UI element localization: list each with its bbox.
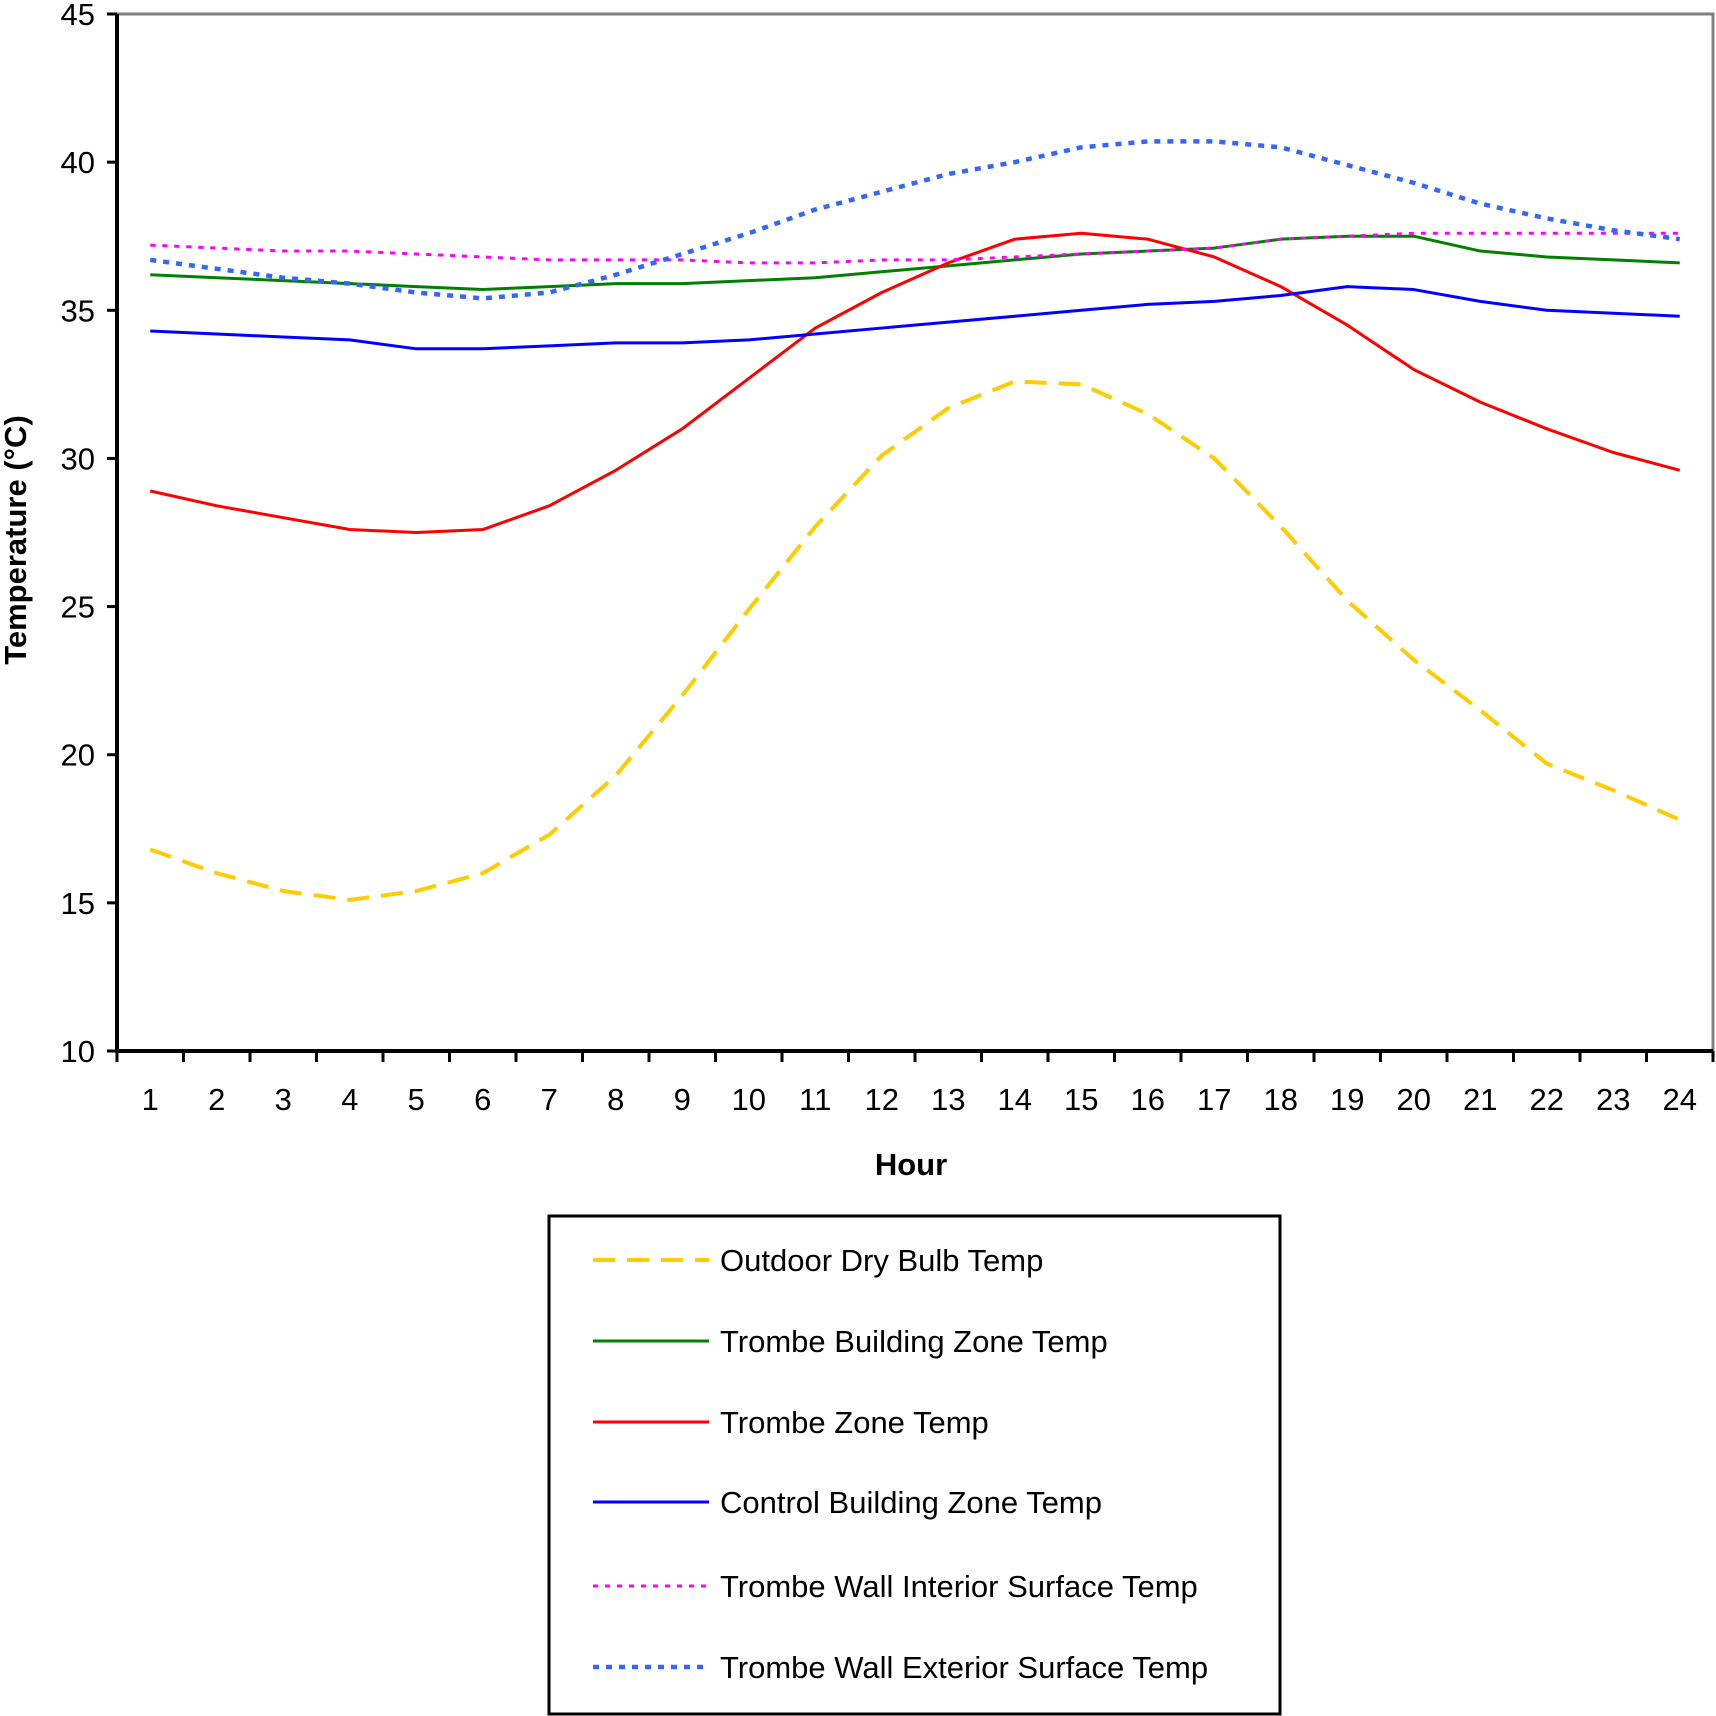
- series-layer: [149, 139, 1681, 902]
- x-tick-label: 3: [275, 1082, 292, 1117]
- legend-label: Control Building Zone Temp: [720, 1485, 1102, 1520]
- y-tick-label: 35: [61, 293, 95, 328]
- x-tick-label: 15: [1064, 1082, 1098, 1117]
- x-tick-label: 20: [1397, 1082, 1431, 1117]
- y-axis-label: Temperature (°C): [0, 415, 33, 665]
- y-tick-label: 10: [61, 1034, 95, 1069]
- series-line-1: [149, 379, 1681, 902]
- x-tick-label: 23: [1596, 1082, 1630, 1117]
- x-tick-label: 19: [1330, 1082, 1364, 1117]
- x-tick-label: 16: [1131, 1082, 1165, 1117]
- x-tick-label: 24: [1663, 1082, 1697, 1117]
- plot-area: [115, 12, 1715, 1053]
- y-tick-label: 20: [61, 738, 95, 773]
- x-tick-label: 9: [674, 1082, 691, 1117]
- x-tick-label: 8: [607, 1082, 624, 1117]
- x-tick-label: 14: [998, 1082, 1032, 1117]
- x-tick-label: 13: [931, 1082, 965, 1117]
- series-line-3: [149, 231, 1681, 534]
- x-tick-label: 22: [1530, 1082, 1564, 1117]
- y-tick-label: 40: [61, 145, 95, 180]
- legend-box: [547, 1214, 1282, 1716]
- legend-label: Trombe Wall Interior Surface Temp: [720, 1569, 1198, 1604]
- y-tick-label: 25: [61, 590, 95, 625]
- series-line-4: [150, 285, 1680, 351]
- x-tick-label: 4: [341, 1082, 358, 1117]
- series-line-2: [150, 234, 1680, 292]
- series-line-5: [150, 231, 1680, 265]
- legend-label: Trombe Zone Temp: [720, 1405, 989, 1440]
- x-tick-label: 1: [142, 1082, 159, 1117]
- legend: Outdoor Dry Bulb Temp Trombe Building Zon…: [593, 1243, 1208, 1685]
- x-ticks: 1 2 3 4 5 6 7 8 9 10 11 12 13 14 15 16 17 18 19 20 21 22 23 24: [115, 1051, 1715, 1117]
- x-axis-label: Hour: [875, 1147, 947, 1182]
- x-tick-label: 10: [732, 1082, 766, 1117]
- x-tick-label: 11: [799, 1082, 831, 1117]
- legend-label: Outdoor Dry Bulb Temp: [720, 1243, 1043, 1278]
- x-tick-label: 21: [1463, 1082, 1497, 1117]
- series-line-6: [149, 139, 1681, 301]
- x-tick-label: 6: [474, 1082, 491, 1117]
- x-tick-label: 12: [865, 1082, 899, 1117]
- x-tick-label: 7: [541, 1082, 558, 1117]
- x-tick-label: 17: [1197, 1082, 1231, 1117]
- y-tick-label: 15: [61, 886, 95, 921]
- y-tick-label: 30: [61, 441, 95, 476]
- x-tick-label: 5: [408, 1082, 425, 1117]
- y-ticks: 10 15 20 25 30 35 40 45: [61, 0, 117, 1069]
- x-tick-label: 18: [1264, 1082, 1298, 1117]
- y-tick-label: 45: [61, 0, 95, 32]
- legend-label: Trombe Building Zone Temp: [720, 1324, 1108, 1359]
- legend-label: Trombe Wall Exterior Surface Temp: [720, 1650, 1208, 1685]
- x-tick-label: 2: [208, 1082, 225, 1117]
